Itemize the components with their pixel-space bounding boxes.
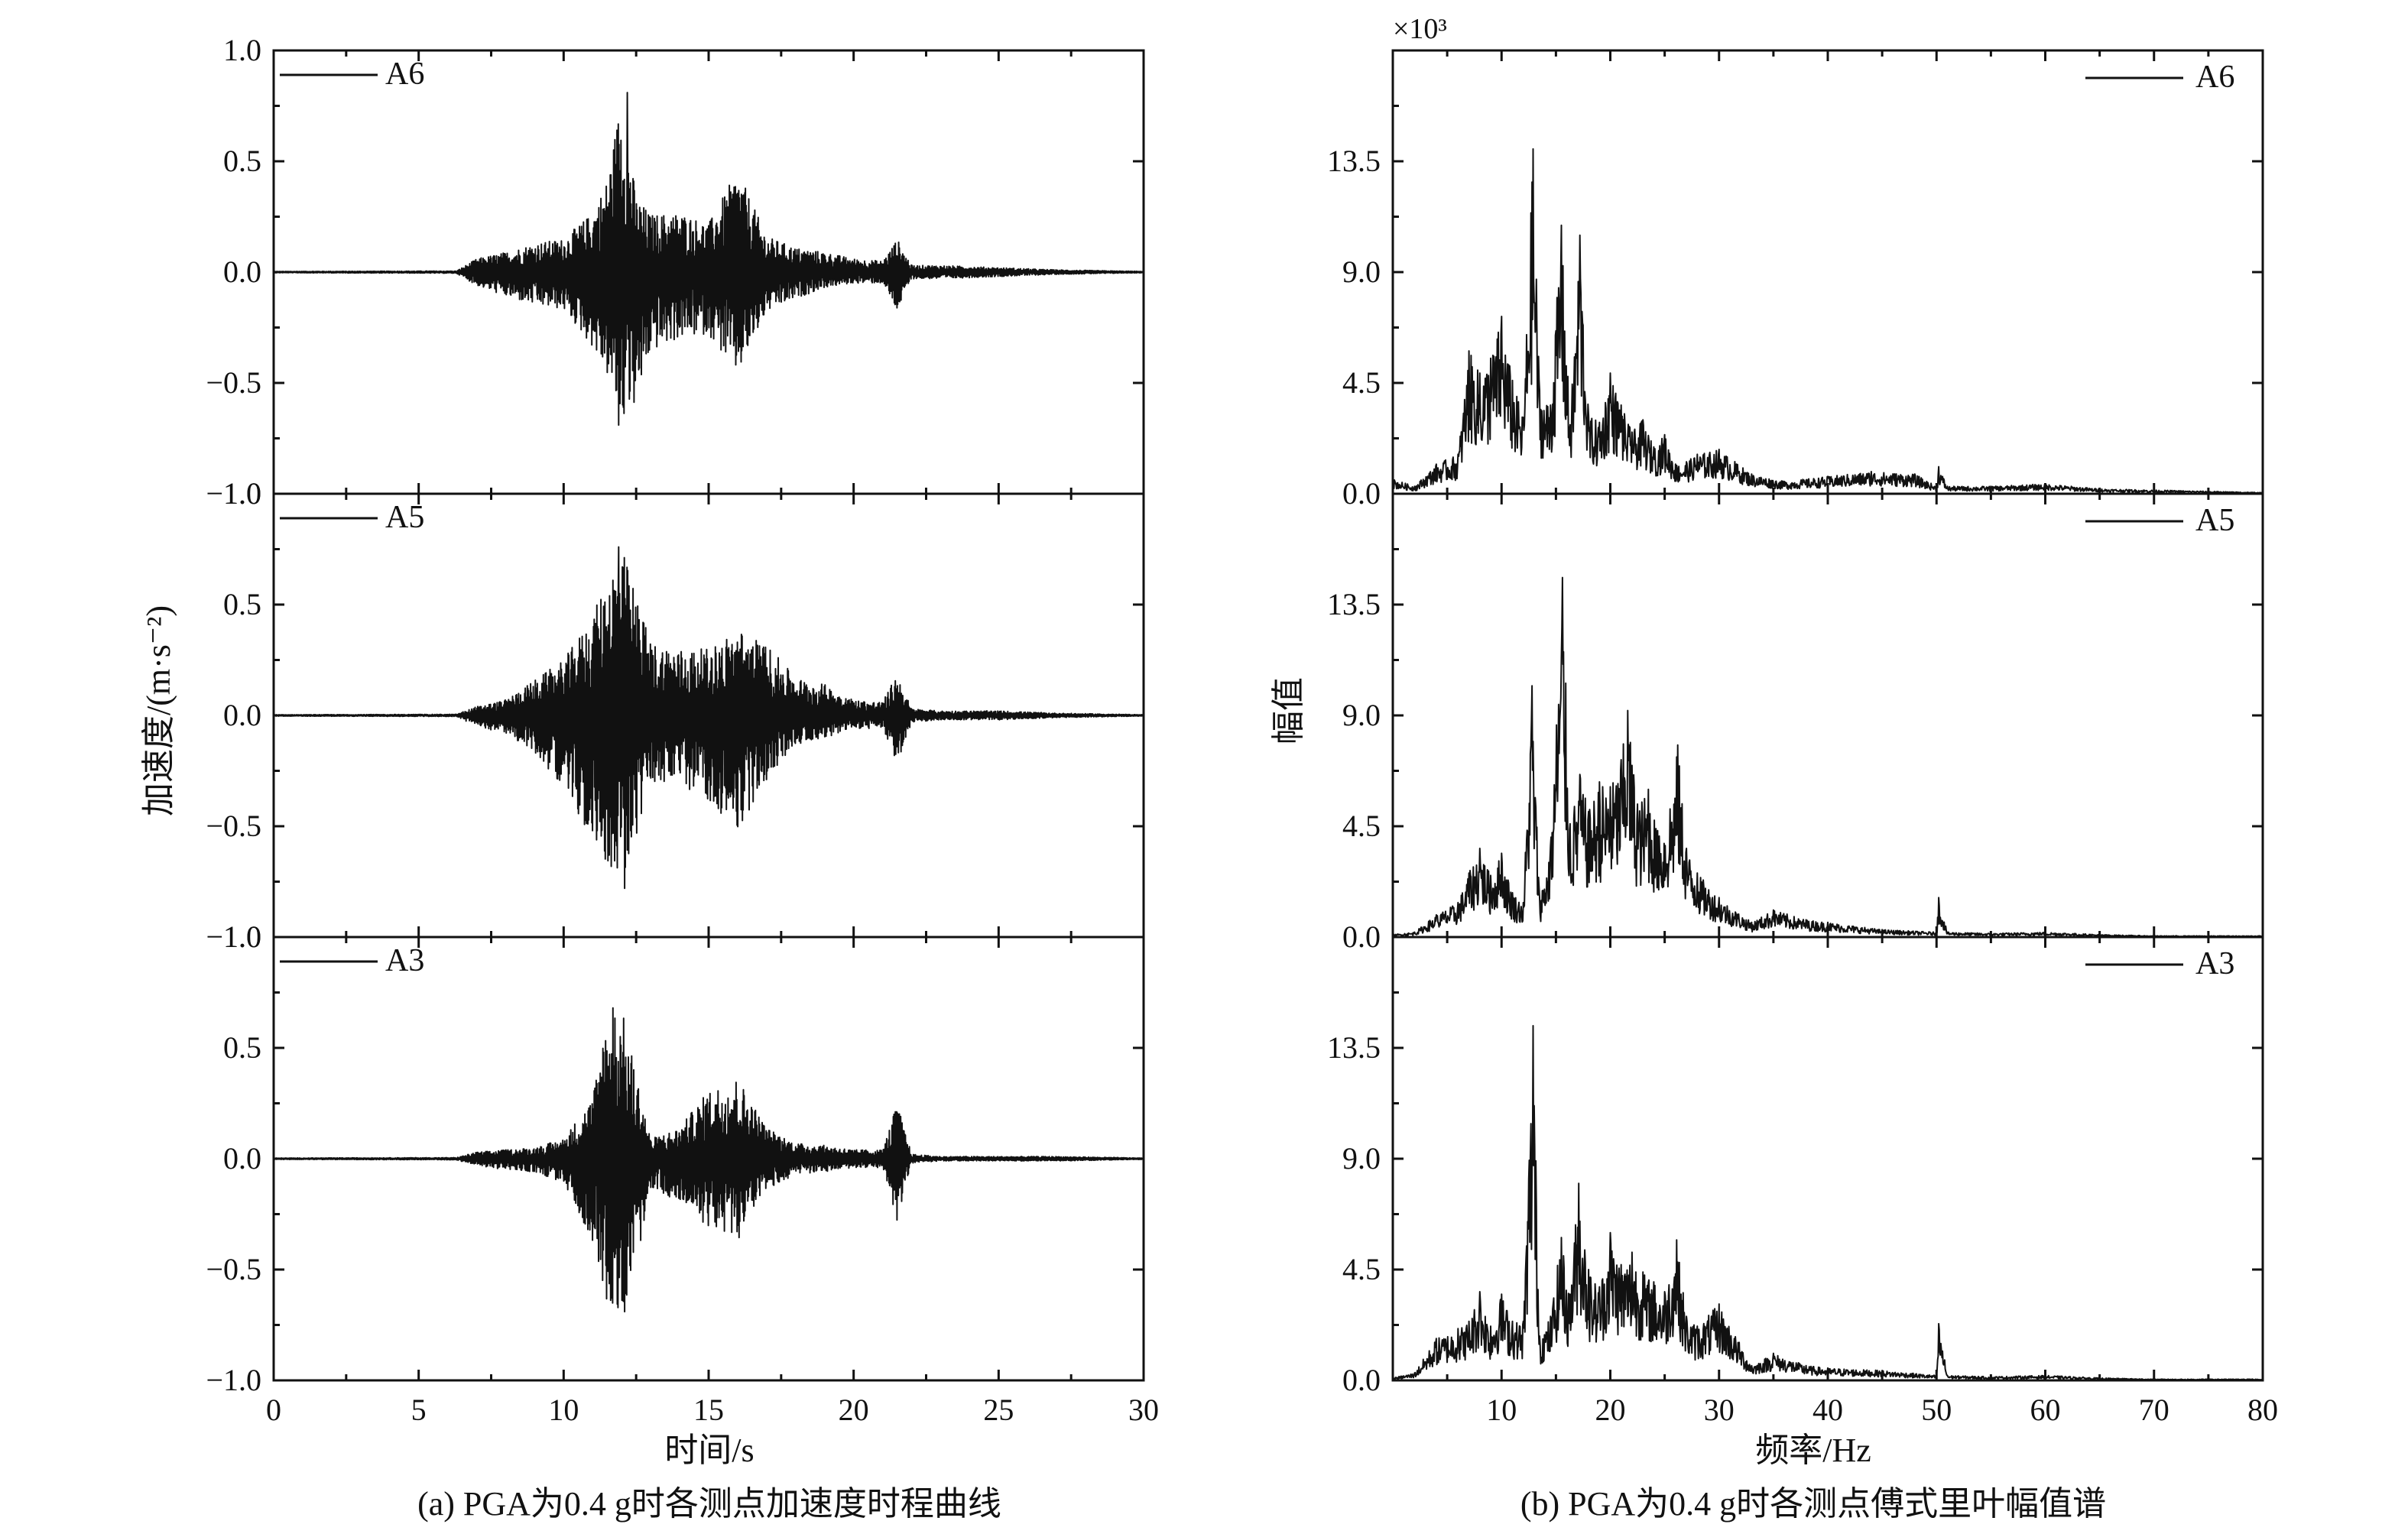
series-line-a5	[273, 546, 1144, 890]
time-history-subplot-a6: −1.0 −0.5 0.0 0.5 1.0 A6	[206, 33, 1145, 511]
right-xlabel: 频率/Hz	[1755, 1432, 1871, 1469]
series-line-a3	[273, 1007, 1144, 1313]
right-ylabel: 幅值	[1270, 677, 1307, 744]
spectrum-subplot-a3: 0.0 4.5 9.0 13.5 10 20 30 40 50 60 70 80 A3	[1327, 936, 2278, 1427]
fourier-spectrum-panel: 0.0 4.5 9.0 13.5 A6 0.0 4.5 9.0 13.5 A5 0.0 4.5 9.0 1…	[1327, 49, 2278, 1427]
y-tick-label: 9.0	[1342, 1141, 1381, 1176]
y-tick-label: 0.5	[223, 587, 261, 621]
y-tick-label: 9.0	[1342, 698, 1381, 732]
right-caption: (b) PGA为0.4 g时各测点傅式里叶幅值谱	[1520, 1485, 2106, 1523]
y-tick-label: 4.5	[1342, 809, 1381, 843]
y-tick-label: 4.5	[1342, 1252, 1381, 1286]
x-tick-label: 60	[2030, 1393, 2061, 1427]
time-history-subplot-a5: −1.0 −0.5 0.0 0.5 1.0 A5	[206, 476, 1145, 954]
spectrum-subplot-a5: 0.0 4.5 9.0 13.5 A5	[1327, 492, 2264, 954]
y-tick-label: 0.0	[223, 1141, 261, 1176]
left-caption: (a) PGA为0.4 g时各测点加速度时程曲线	[417, 1485, 1001, 1523]
x-tick-label: 30	[1704, 1393, 1735, 1427]
y-tick-label: 13.5	[1327, 1030, 1381, 1065]
x-tick-label: 70	[2139, 1393, 2169, 1427]
x-tick-label: 10	[548, 1393, 579, 1427]
x-tick-label: 20	[839, 1393, 869, 1427]
spectrum-line-a5	[1392, 576, 2264, 938]
y-tick-label: −0.5	[206, 809, 261, 843]
x-tick-label: 0	[266, 1393, 281, 1427]
time-history-panel: −1.0−0.50.00.51.0A6−1.0−0.50.00.51.0A5−1…	[206, 33, 1159, 1427]
y-tick-label: 0.0	[223, 255, 261, 289]
spectrum-subplot-a6: 0.0 4.5 9.0 13.5 A6	[1327, 49, 2264, 511]
y-tick-label: −1.0	[206, 919, 261, 954]
y-tick-label: −1.0	[206, 476, 261, 511]
y-tick-label: 4.5	[1342, 365, 1381, 400]
legend-label: A5	[2195, 503, 2234, 538]
x-tick-label: 80	[2247, 1393, 2278, 1427]
legend-label: A3	[385, 943, 424, 978]
x-tick-label: 15	[693, 1393, 724, 1427]
y-tick-label: 0.0	[223, 698, 261, 732]
legend-label: A6	[2195, 60, 2234, 95]
x-tick-label: 5	[411, 1393, 427, 1427]
right-multiplier: ×10³	[1393, 13, 1447, 45]
legend-label: A5	[385, 500, 424, 535]
y-tick-label: 0.5	[223, 1030, 261, 1065]
x-tick-label: 10	[1486, 1393, 1517, 1427]
x-tick-label: 30	[1128, 1393, 1159, 1427]
y-tick-label: −1.0	[206, 1363, 261, 1397]
y-tick-label: 0.0	[1342, 1363, 1381, 1397]
plot-frame	[1391, 492, 2264, 939]
spectrum-line-a3	[1392, 1025, 2264, 1381]
left-ylabel: 加速度/(m·s⁻²)	[140, 605, 177, 816]
legend-label: A6	[385, 57, 424, 92]
y-tick-label: 9.0	[1342, 255, 1381, 289]
y-tick-label: 1.0	[223, 919, 261, 954]
y-tick-label: 0.5	[223, 144, 261, 178]
time-history-subplot-a3: −1.0 −0.5 0.0 0.5 1.0 0 5 10 15 20 25 30 A3	[206, 919, 1159, 1427]
y-tick-label: 1.0	[223, 476, 261, 511]
y-tick-label: 1.0	[223, 33, 261, 67]
y-tick-label: 13.5	[1327, 144, 1381, 178]
y-tick-label: 0.0	[1342, 919, 1381, 954]
y-tick-label: 0.0	[1342, 476, 1381, 511]
left-xlabel: 时间/s	[664, 1432, 754, 1469]
y-tick-label: −0.5	[206, 365, 261, 400]
spectrum-line-a6	[1392, 148, 2264, 495]
x-tick-label: 20	[1595, 1393, 1626, 1427]
y-tick-label: −0.5	[206, 1252, 261, 1286]
plot-frame	[1391, 936, 2264, 1382]
x-tick-label: 25	[983, 1393, 1014, 1427]
x-tick-label: 50	[1921, 1393, 1952, 1427]
x-tick-label: 40	[1812, 1393, 1843, 1427]
legend-label: A3	[2195, 946, 2234, 981]
y-tick-label: 13.5	[1327, 587, 1381, 621]
series-line-a6	[273, 92, 1144, 426]
